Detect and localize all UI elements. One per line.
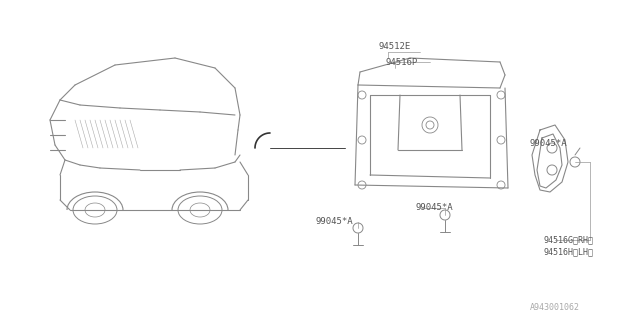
Text: 94516G〈RH〉: 94516G〈RH〉 <box>543 236 593 244</box>
Text: 94516P: 94516P <box>385 58 417 67</box>
Text: A943001062: A943001062 <box>530 303 580 312</box>
Text: 99045*A: 99045*A <box>415 204 452 212</box>
Text: 99045*A: 99045*A <box>530 139 568 148</box>
Text: 94516H〈LH〉: 94516H〈LH〉 <box>543 247 593 257</box>
Text: 99045*A: 99045*A <box>315 218 353 227</box>
Text: 94512E: 94512E <box>378 42 410 51</box>
